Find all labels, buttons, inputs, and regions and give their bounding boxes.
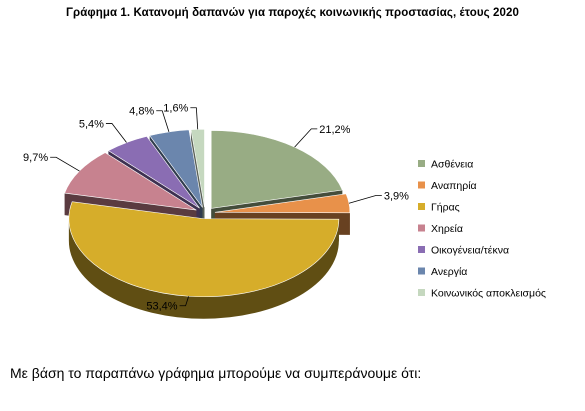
pie-labels: 21,2% 3,9% 53,4% 9,7% 5,4% 4,8% 1,6%: [23, 103, 409, 313]
legend-swatch: [418, 181, 425, 189]
pie-slice-top: [64, 152, 197, 211]
data-label-γήρας: 53,4%: [146, 301, 177, 313]
legend-label: Οικογένεια/τέκνα: [431, 245, 509, 257]
legend-swatch: [418, 224, 425, 232]
pie-slice-top: [210, 130, 343, 209]
pie-slice-top: [149, 129, 203, 208]
pie-slice-top: [68, 201, 340, 298]
chart-legend: Ασθένεια Αναπηρία Γήρας Χηρεία Οικογένεια/τέ…: [418, 159, 546, 300]
data-label-χηρεία: 9,7%: [23, 152, 48, 164]
leader-line-αναπηρία: [348, 195, 382, 204]
pie-slices: [64, 128, 351, 319]
legend-label: Χηρεία: [431, 223, 463, 235]
leader-line-κοινωνικός-αποκλεισμός: [190, 107, 199, 130]
leader-line-χηρεία: [50, 156, 80, 172]
legend-swatch: [418, 160, 425, 167]
legend-item-κοινωνικός-αποκλεισμός: Κοινωνικός αποκλεισμός: [418, 288, 546, 300]
legend-item-οικογένεια-τέκνα: Οικογένεια/τέκνα: [418, 245, 509, 257]
legend-label: Κοινωνικός αποκλεισμός: [431, 288, 546, 300]
legend-item-αναπηρία: Αναπηρία: [418, 180, 477, 192]
legend-label: Αναπηρία: [431, 180, 477, 192]
leader-line-οικογένεια-τέκνα: [105, 123, 127, 143]
legend-item-ασθένεια: Ασθένεια: [418, 159, 473, 171]
legend-item-ανεργία: Ανεργία: [418, 266, 467, 278]
question-text: Με βάση το παραπάνω γράφημα μπορούμε να …: [10, 365, 422, 381]
pie-slice-top: [190, 128, 205, 208]
data-label-ανεργία: 4,8%: [129, 106, 154, 118]
legend-item-γήρας: Γήρας: [418, 202, 460, 214]
chart-title: Γράφημα 1. Κατανομή δαπανών για παροχές …: [65, 7, 520, 19]
legend-swatch: [418, 203, 425, 210]
legend-swatch: [418, 267, 425, 275]
pie-slice-γήρας: [68, 201, 340, 319]
legend-swatch: [418, 289, 425, 296]
data-label-οικογένεια-τέκνα: 5,4%: [79, 118, 104, 130]
leader-line-ασθένεια: [294, 128, 318, 148]
leader-line-ανεργία: [156, 110, 170, 132]
data-label-κοινωνικός-αποκλεισμός: 1,6%: [163, 103, 188, 115]
legend-label: Ανεργία: [431, 266, 467, 278]
pie-slice-rim: [68, 218, 339, 319]
pie-slice-top: [107, 136, 200, 209]
legend-label: Ασθένεια: [431, 159, 473, 171]
leader-line-γήρας: [179, 296, 190, 307]
data-label-αναπηρία: 3,9%: [384, 190, 409, 202]
data-label-ασθένεια: 21,2%: [319, 124, 350, 136]
legend-label: Γήρας: [431, 202, 460, 214]
legend-swatch: [418, 246, 425, 253]
legend-item-χηρεία: Χηρεία: [418, 223, 463, 235]
